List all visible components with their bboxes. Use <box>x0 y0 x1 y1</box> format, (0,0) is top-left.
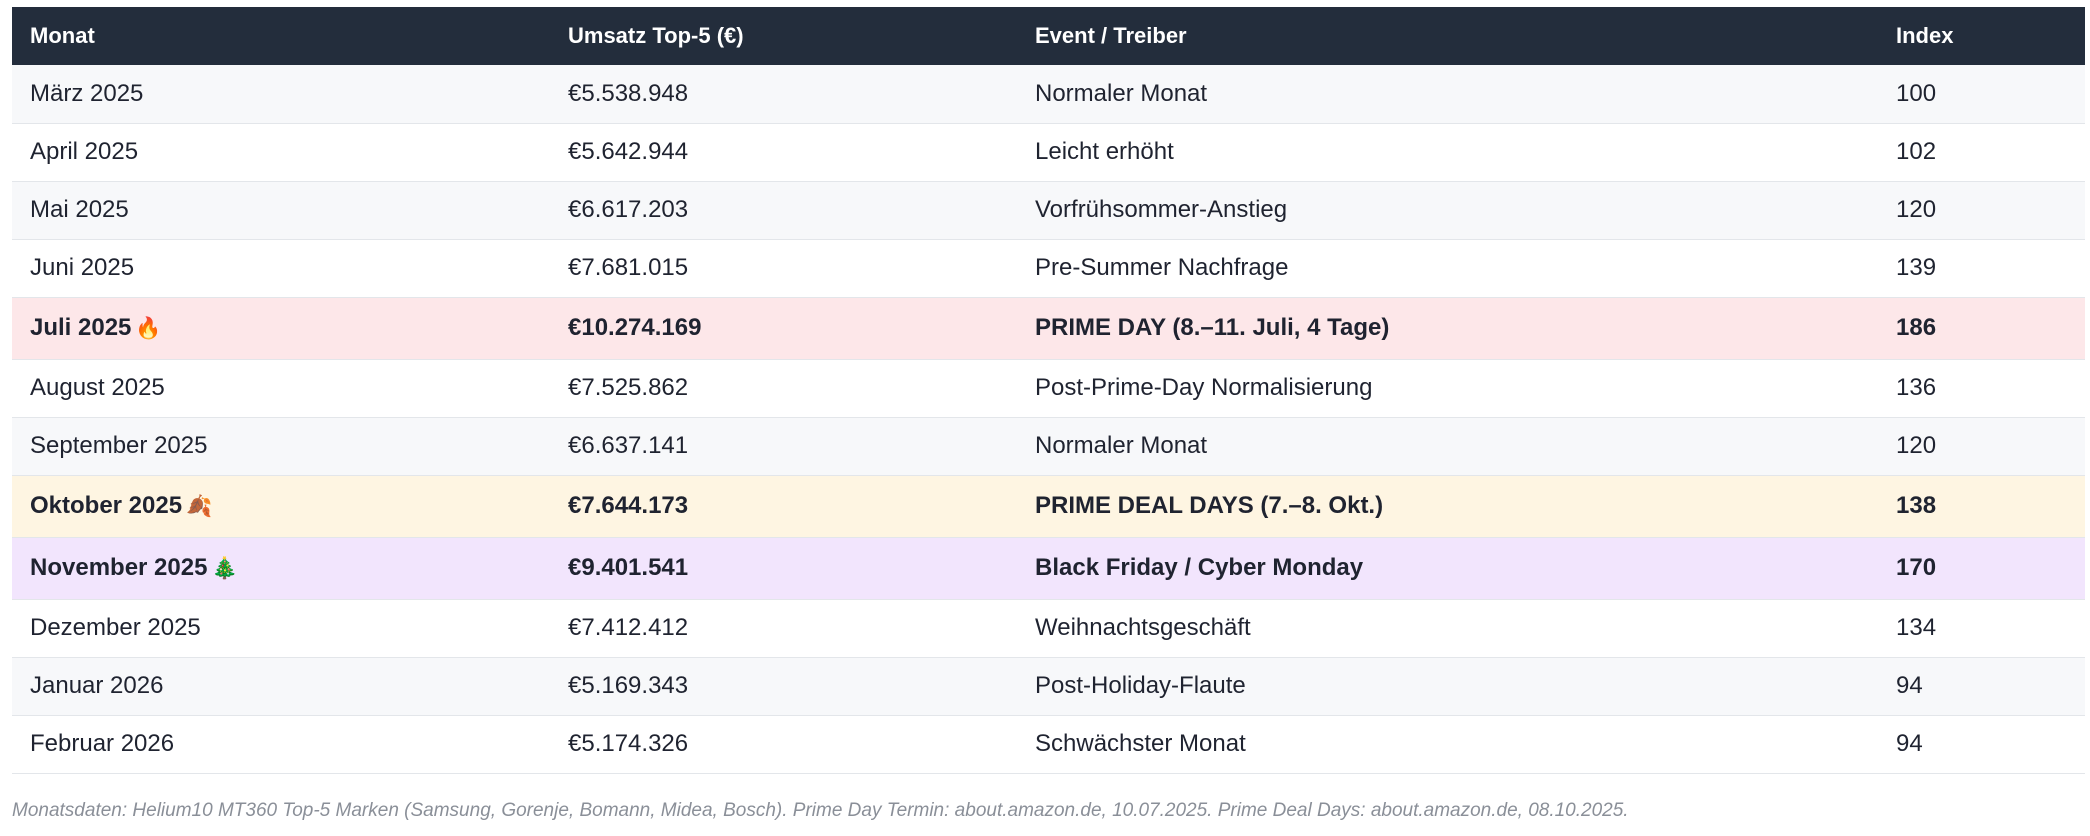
month-cell: April 2025 <box>12 123 550 181</box>
month-cell: Mai 2025 <box>12 181 550 239</box>
header-index: Index <box>1896 23 1954 48</box>
month-label: Oktober 2025 <box>30 492 183 519</box>
event-cell: Post-Holiday-Flaute <box>1035 672 1246 699</box>
month-cell: Januar 2026 <box>12 657 550 715</box>
index-cell: 120 <box>1896 432 1937 459</box>
revenue-cell: €6.617.203 <box>568 196 689 223</box>
month-label: Januar 2026 <box>30 672 164 699</box>
revenue-cell: €7.412.412 <box>568 614 689 641</box>
event-cell: Post-Prime-Day Normalisierung <box>1035 374 1373 401</box>
table-row: Februar 2026 €5.174.326 Schwächster Monat 9… <box>12 715 2085 773</box>
table-body: März 2025 €5.538.948 Normaler Monat 100 Apri… <box>12 65 2085 773</box>
event-cell: Normaler Monat <box>1035 432 1208 459</box>
revenue-cell: €7.525.862 <box>568 374 689 401</box>
event-cell: Pre-Summer Nachfrage <box>1035 254 1289 281</box>
event-cell: PRIME DEAL DAYS (7.–8. Okt.) <box>1035 492 1384 519</box>
month-cell: November 2025 🎄 <box>12 537 550 599</box>
month-cell: Dezember 2025 <box>12 599 550 657</box>
table-row: September 2025 €6.637.141 Normaler Monat 12… <box>12 417 2085 475</box>
fallen-leaf-icon: 🍂 <box>186 495 213 518</box>
table-row: März 2025 €5.538.948 Normaler Monat 100 <box>12 65 2085 123</box>
month-cell: Oktober 2025 🍂 <box>12 475 550 537</box>
table-row: Dezember 2025 €7.412.412 Weihnachtsgeschäf… <box>12 599 2085 657</box>
month-label: Februar 2026 <box>30 730 175 757</box>
table-row: Juni 2025 €7.681.015 Pre-Summer Nachfrage 1… <box>12 239 2085 297</box>
index-cell: 138 <box>1896 492 1937 519</box>
index-cell: 134 <box>1896 614 1937 641</box>
month-label: November 2025 <box>30 554 208 581</box>
index-cell: 94 <box>1896 672 1923 699</box>
month-label: Juni 2025 <box>30 254 135 281</box>
month-label: März 2025 <box>30 79 144 107</box>
revenue-cell: €5.174.326 <box>568 730 689 757</box>
table-row: August 2025 €7.525.862 Post-Prime-Day Norm… <box>12 359 2085 417</box>
event-cell: Weihnachtsgeschäft <box>1035 614 1251 641</box>
source-footnote: Monatsdaten: Helium10 MT360 Top-5 Marken… <box>12 800 1629 821</box>
index-cell: 100 <box>1896 79 1937 107</box>
month-label: April 2025 <box>30 138 139 165</box>
table-row: April 2025 €5.642.944 Leicht erhöht 102 <box>12 123 2085 181</box>
event-cell: Leicht erhöht <box>1035 138 1174 165</box>
index-cell: 139 <box>1896 254 1937 281</box>
header-revenue: Umsatz Top-5 (€) <box>568 23 744 48</box>
event-cell: PRIME DAY (8.–11. Juli, 4 Tage) <box>1035 314 1390 341</box>
event-cell: Normaler Monat <box>1035 79 1208 107</box>
event-cell: Vorfrühsommer-Anstieg <box>1035 196 1288 223</box>
month-label: Juli 2025 <box>30 314 132 341</box>
month-label: August 2025 <box>30 374 165 401</box>
event-cell: Schwächster Monat <box>1035 730 1246 757</box>
event-cell: Black Friday / Cyber Monday <box>1035 554 1364 581</box>
index-cell: 136 <box>1896 374 1937 401</box>
table-row: Juli 2025 🔥 €10.274.169 PRIME DAY (8.–11. J… <box>12 297 2085 359</box>
revenue-table-container: Monat Umsatz Top-5 (€) Event / Treiber I… <box>12 7 2085 774</box>
table-row: Oktober 2025 🍂 €7.644.173 PRIME DEAL DAYS (… <box>12 475 2085 537</box>
header-row: Monat Umsatz Top-5 (€) Event / Treiber I… <box>12 7 2085 65</box>
table-row: Mai 2025 €6.617.203 Vorfrühsommer-Anstieg 1… <box>12 181 2085 239</box>
index-cell: 170 <box>1896 554 1937 581</box>
table-header: Monat Umsatz Top-5 (€) Event / Treiber I… <box>12 7 2085 65</box>
month-cell: Februar 2026 <box>12 715 550 773</box>
index-cell: 186 <box>1896 314 1937 341</box>
header-month: Monat <box>30 23 95 48</box>
revenue-cell: €9.401.541 <box>568 554 689 581</box>
index-cell: 120 <box>1896 196 1937 223</box>
header-event: Event / Treiber <box>1035 23 1187 48</box>
monthly-revenue-table: Monat Umsatz Top-5 (€) Event / Treiber I… <box>12 7 2085 774</box>
month-cell: September 2025 <box>12 417 550 475</box>
fire-icon: 🔥 <box>135 317 162 340</box>
christmas-tree-icon: 🎄 <box>211 557 238 580</box>
index-cell: 102 <box>1896 138 1937 165</box>
month-label: Mai 2025 <box>30 196 129 223</box>
month-label: September 2025 <box>30 432 208 459</box>
revenue-cell: €10.274.169 <box>568 314 702 341</box>
month-cell: März 2025 <box>12 65 550 123</box>
month-cell: Juli 2025 🔥 <box>12 297 550 359</box>
month-label: Dezember 2025 <box>30 614 201 641</box>
month-cell: August 2025 <box>12 359 550 417</box>
revenue-cell: €6.637.141 <box>568 432 689 459</box>
revenue-cell: €7.681.015 <box>568 254 689 281</box>
index-cell: 94 <box>1896 730 1923 757</box>
table-row: Januar 2026 €5.169.343 Post-Holiday-Flaute… <box>12 657 2085 715</box>
revenue-cell: €7.644.173 <box>568 492 689 519</box>
table-row: November 2025 🎄 €9.401.541 Black Friday / C… <box>12 537 2085 599</box>
revenue-cell: €5.169.343 <box>568 672 689 699</box>
revenue-cell: €5.642.944 <box>568 138 689 165</box>
month-cell: Juni 2025 <box>12 239 550 297</box>
revenue-cell: €5.538.948 <box>568 79 689 107</box>
